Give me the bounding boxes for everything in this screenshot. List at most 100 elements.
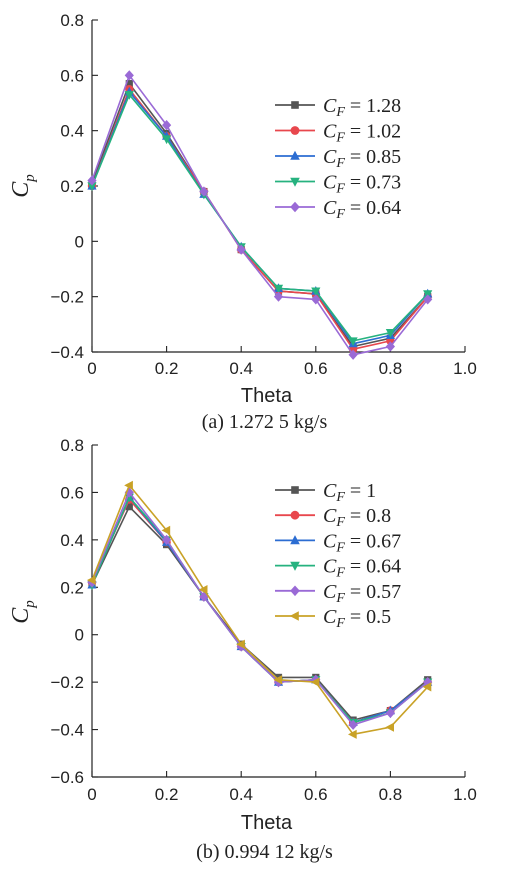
- legend-label: CF = 1.02: [323, 121, 401, 146]
- y-tick-label: −0.6: [50, 768, 84, 787]
- data-point: [348, 719, 358, 730]
- y-tick-label: −0.2: [50, 673, 84, 692]
- data-point: [198, 585, 208, 595]
- y-tick-label: 0: [75, 232, 84, 251]
- legend-item: CF = 0.8: [275, 505, 391, 530]
- data-point: [86, 575, 96, 585]
- data-point: [273, 675, 283, 685]
- x-tick-label: 0: [87, 359, 96, 378]
- data-point: [199, 186, 209, 197]
- data-point: [423, 294, 433, 305]
- x-tick-label: 0.2: [155, 359, 179, 378]
- series-line: [91, 505, 429, 721]
- legend-item: CF = 0.57: [275, 581, 401, 606]
- legend-marker: [290, 535, 300, 545]
- x-axis-label: Theta: [241, 812, 293, 834]
- data-point: [162, 120, 172, 131]
- y-tick-label: 0.4: [60, 531, 84, 550]
- data-point: [124, 91, 134, 100]
- data-point: [125, 503, 133, 511]
- legend-label: CF = 0.64: [323, 556, 401, 581]
- data-point: [385, 329, 395, 338]
- series-6: [86, 480, 432, 739]
- series-line: [91, 491, 429, 726]
- legend-item: CF = 0.64: [275, 556, 401, 581]
- data-point: [236, 639, 245, 649]
- y-axis-label: Cp: [8, 600, 38, 624]
- x-tick-label: 0.2: [155, 785, 179, 804]
- chart-panel-1: −0.4 −0.2 0 0.2 0.4 0.6 0.8 0 0.2 0.4 0.6 0.8 1.0 The…: [8, 11, 477, 433]
- legend-item: CF = 1.28: [275, 95, 401, 120]
- data-point: [124, 70, 134, 81]
- legend-label: CF = 0.64: [323, 197, 401, 222]
- data-point: [162, 135, 172, 145]
- legend-item: CF = 1.02: [275, 121, 401, 146]
- legend-label: CF = 0.67: [323, 530, 401, 555]
- legend-label: CF = 0.57: [323, 581, 401, 606]
- data-point: [273, 284, 284, 294]
- data-point: [311, 287, 321, 297]
- legend-marker: [291, 101, 299, 109]
- data-point: [348, 729, 357, 739]
- data-point: [87, 175, 97, 186]
- data-point: [125, 80, 133, 88]
- series-line: [91, 484, 429, 736]
- data-point: [273, 291, 284, 302]
- y-tick-label: 0.8: [60, 436, 84, 455]
- x-tick-label: 0.8: [379, 785, 403, 804]
- x-tick-label: 0.6: [304, 785, 328, 804]
- legend-marker: [289, 611, 299, 621]
- legend-label: CF = 1.28: [323, 95, 401, 120]
- y-axis-label: Cp: [8, 174, 38, 198]
- chart-caption: (b) 0.994 12 kg/s: [196, 841, 333, 863]
- legend-item: CF = 0.64: [275, 197, 401, 222]
- legend-marker: [290, 510, 300, 520]
- legend-item: CF = 0.85: [275, 146, 401, 171]
- legend-marker: [290, 561, 300, 571]
- legend-label: CF = 0.85: [323, 146, 401, 171]
- x-tick-label: 0.4: [229, 785, 253, 804]
- y-tick-label: −0.2: [50, 288, 84, 307]
- y-tick-label: 0.2: [60, 578, 84, 597]
- x-tick-label: 0.6: [304, 359, 328, 378]
- y-tick-label: 0.8: [60, 11, 84, 30]
- data-point: [348, 337, 358, 347]
- data-point: [87, 182, 97, 192]
- x-tick-label: 1.0: [453, 785, 477, 804]
- legend-item: CF = 0.5: [275, 606, 391, 631]
- series-line: [91, 93, 429, 342]
- data-point: [422, 682, 432, 692]
- data-point: [124, 480, 133, 490]
- series-5: [87, 70, 433, 360]
- data-point: [162, 534, 172, 545]
- legend-item: CF = 0.73: [275, 172, 401, 197]
- data-point: [310, 677, 320, 687]
- legend-label: CF = 0.8: [323, 505, 391, 530]
- legend-item: CF = 0.67: [275, 530, 401, 555]
- y-tick-label: 0.2: [60, 177, 84, 196]
- legend-marker: [290, 585, 300, 597]
- legend-marker: [291, 486, 299, 494]
- legend-label: CF = 0.73: [323, 172, 401, 197]
- y-tick-label: 0: [75, 626, 84, 645]
- y-tick-label: 0.4: [60, 122, 84, 141]
- legend-marker: [290, 126, 300, 135]
- chart-caption: (a) 1.272 5 kg/s: [202, 411, 328, 433]
- legend-marker: [290, 177, 300, 187]
- legend-marker: [290, 201, 300, 213]
- y-tick-label: 0.6: [60, 66, 84, 85]
- x-tick-label: 0: [87, 785, 96, 804]
- legend-marker: [290, 150, 300, 160]
- x-tick-label: 0.8: [379, 359, 403, 378]
- legend-label: CF = 0.5: [323, 606, 391, 631]
- x-tick-label: 1.0: [453, 359, 477, 378]
- data-point: [385, 341, 395, 352]
- data-point: [236, 244, 246, 255]
- data-point: [385, 707, 395, 719]
- series-line: [91, 74, 429, 356]
- y-tick-label: 0.6: [60, 483, 84, 502]
- x-axis-label: Theta: [241, 385, 293, 407]
- data-point: [348, 349, 358, 360]
